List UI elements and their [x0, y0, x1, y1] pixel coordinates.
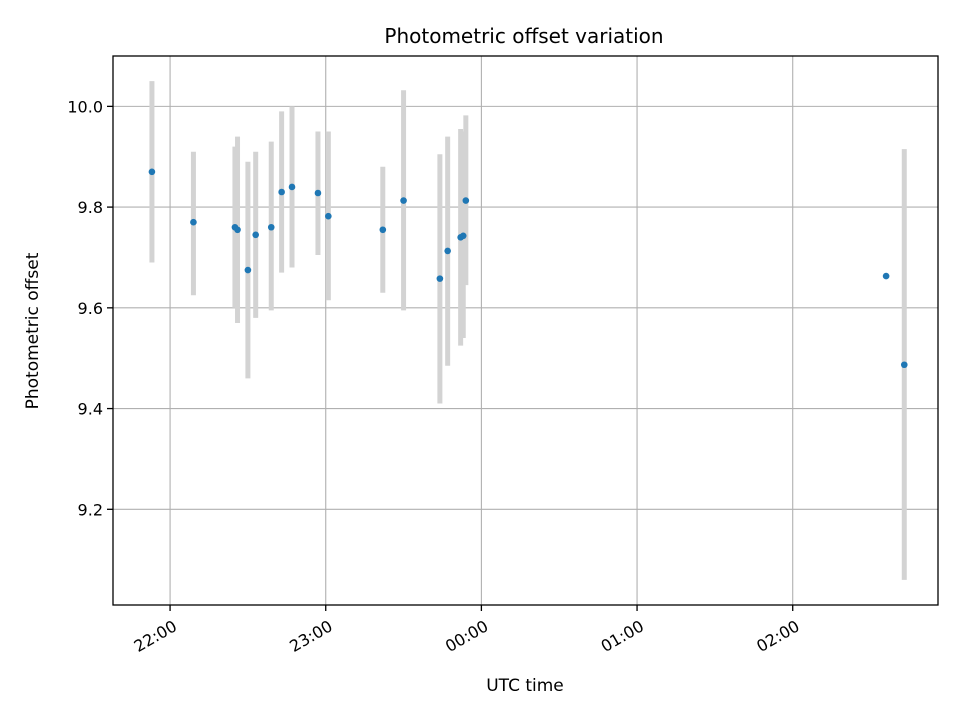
plot-frame — [112, 55, 939, 606]
y-tick-label: 9.2 — [78, 500, 103, 519]
data-point — [400, 197, 407, 204]
y-axis-label: Photometric offset — [23, 252, 43, 409]
y-tick-label: 9.4 — [78, 400, 103, 419]
data-point — [288, 183, 296, 191]
data-point — [234, 226, 241, 234]
chart-title: Photometric offset variation — [384, 24, 663, 48]
x-axis-label: UTC time — [486, 676, 564, 696]
data-point — [244, 266, 252, 274]
data-points — [148, 168, 908, 369]
data-point — [459, 232, 467, 240]
y-tick-label: 10.0 — [67, 97, 103, 116]
y-axis-ticks: 9.2 9.4 9.6 9.8 10.0 — [67, 97, 113, 519]
data-point — [462, 197, 470, 204]
data-point — [314, 189, 322, 197]
data-point — [252, 231, 259, 239]
data-point — [148, 168, 156, 176]
data-point — [900, 361, 908, 369]
y-tick-label: 9.8 — [78, 198, 103, 217]
data-point — [190, 218, 197, 226]
data-point — [882, 272, 890, 280]
data-point — [444, 247, 451, 255]
y-tick-label: 9.6 — [78, 299, 103, 318]
data-point — [325, 212, 332, 220]
data-point — [267, 223, 275, 231]
data-point — [379, 226, 387, 234]
data-point — [436, 275, 444, 282]
data-point — [278, 188, 285, 196]
grid-lines — [113, 56, 938, 605]
